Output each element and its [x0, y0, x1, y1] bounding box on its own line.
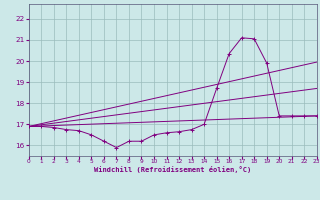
X-axis label: Windchill (Refroidissement éolien,°C): Windchill (Refroidissement éolien,°C) [94, 166, 252, 173]
